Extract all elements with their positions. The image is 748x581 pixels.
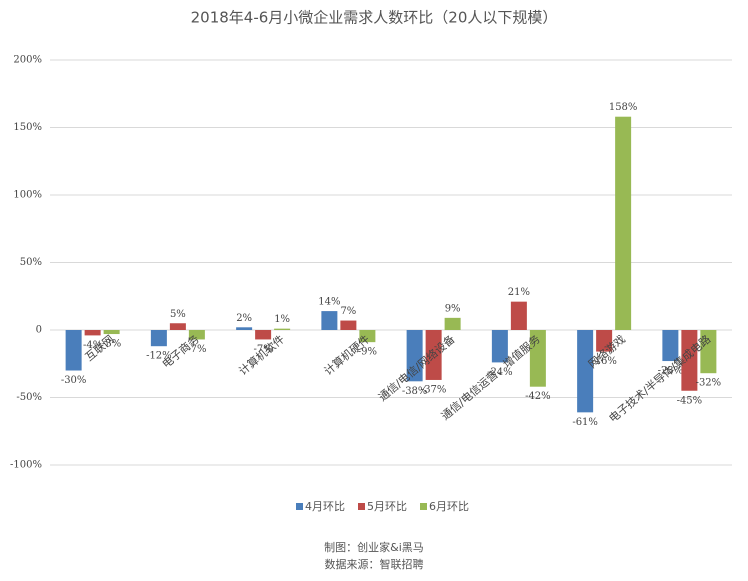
value-label: -23% [658, 366, 684, 377]
legend-swatch [296, 503, 303, 510]
bar [700, 330, 717, 374]
bar [406, 330, 423, 382]
bar [425, 330, 442, 380]
value-label: -12% [146, 351, 172, 362]
y-tick-label: 100% [13, 190, 42, 201]
value-label: -4% [83, 340, 102, 351]
bar [444, 317, 461, 330]
value-label: -61% [572, 417, 598, 428]
bar [510, 301, 527, 330]
value-label: 5% [170, 309, 186, 320]
chart-title: 2018年4-6月小微企业需求人数环比（20人以下规模） [191, 9, 558, 27]
value-label: 2% [236, 313, 252, 324]
bar [615, 116, 632, 330]
legend-label: 4月环比 [305, 500, 345, 513]
bar [491, 330, 508, 363]
value-label: 7% [340, 306, 356, 317]
value-label: -32% [696, 378, 722, 389]
y-tick-label: 50% [20, 257, 42, 268]
y-tick-label: -50% [16, 392, 42, 403]
value-label: -16% [591, 356, 617, 367]
legend-swatch [358, 503, 365, 510]
footer-text: 数据来源：智联招聘 [325, 557, 424, 571]
bar [103, 330, 120, 335]
value-label: -30% [61, 375, 87, 386]
value-label: 158% [609, 102, 638, 113]
value-label: -45% [677, 395, 703, 406]
bar [577, 330, 594, 413]
y-tick-label: -100% [10, 460, 42, 471]
bar [188, 330, 205, 340]
value-label: 1% [274, 314, 290, 325]
bar [321, 311, 338, 330]
legend-label: 5月环比 [367, 500, 407, 513]
value-label: -24% [487, 367, 513, 378]
bar [150, 330, 167, 347]
value-label: -7% [254, 344, 273, 355]
legend-swatch [420, 503, 427, 510]
value-label: -37% [421, 384, 447, 395]
legend-label: 6月环比 [429, 500, 469, 513]
bar [84, 330, 101, 336]
bar [65, 330, 82, 371]
value-label: -42% [525, 391, 551, 402]
footer-text: 制图：创业家&i黑马 [324, 540, 424, 554]
bar [529, 330, 546, 387]
value-label: 21% [508, 287, 530, 298]
y-tick-label: 150% [13, 122, 42, 133]
bar [169, 323, 186, 330]
bar [681, 330, 698, 391]
value-label: 9% [445, 303, 461, 314]
bar [662, 330, 679, 362]
value-label: -3% [102, 339, 121, 350]
value-label: -9% [358, 347, 377, 358]
y-tick-label: 200% [13, 55, 42, 66]
y-tick-label: 0 [36, 325, 42, 336]
bar [274, 328, 291, 330]
bar [340, 320, 357, 330]
bar [359, 330, 376, 343]
bar [236, 327, 253, 330]
value-label: 14% [318, 297, 340, 308]
bar [255, 330, 272, 340]
value-label: -38% [402, 386, 428, 397]
bar [596, 330, 613, 352]
value-label: -7% [187, 344, 206, 355]
